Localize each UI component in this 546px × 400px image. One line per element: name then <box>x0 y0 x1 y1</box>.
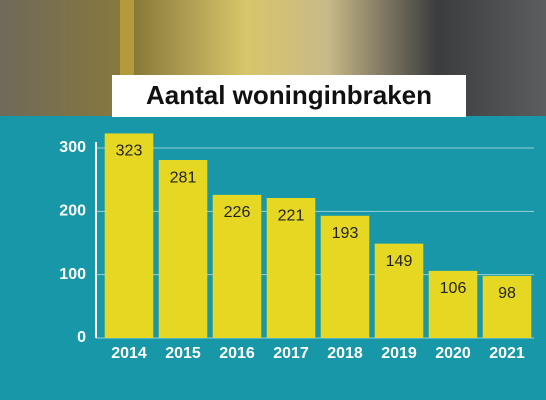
y-tick-label: 0 <box>77 329 86 346</box>
value-label: 98 <box>498 285 516 302</box>
value-label: 221 <box>278 207 305 224</box>
value-label: 149 <box>386 253 413 270</box>
x-tick-label: 2019 <box>381 345 417 362</box>
bar <box>104 133 154 338</box>
bar <box>212 194 262 338</box>
y-tick-label: 100 <box>59 266 86 283</box>
bar <box>320 215 370 338</box>
value-label: 281 <box>170 169 197 186</box>
x-tick-label: 2015 <box>165 345 201 362</box>
value-label: 193 <box>332 225 359 242</box>
value-label: 106 <box>440 280 467 297</box>
bar <box>428 270 478 338</box>
x-tick-label: 2020 <box>435 345 471 362</box>
title-box <box>112 75 466 117</box>
x-tick-label: 2018 <box>327 345 363 362</box>
x-tick-label: 2021 <box>489 345 525 362</box>
value-label: 323 <box>116 143 143 160</box>
y-tick-label: 300 <box>59 139 86 156</box>
bar <box>266 198 316 338</box>
bar <box>158 160 208 338</box>
bar <box>482 275 532 338</box>
x-tick-label: 2014 <box>111 345 147 362</box>
bar <box>374 243 424 338</box>
y-tick-label: 200 <box>59 203 86 220</box>
x-tick-label: 2017 <box>273 345 309 362</box>
x-tick-label: 2016 <box>219 345 255 362</box>
value-label: 226 <box>224 204 251 221</box>
chart-title: Aantal woninginbraken <box>146 80 432 110</box>
